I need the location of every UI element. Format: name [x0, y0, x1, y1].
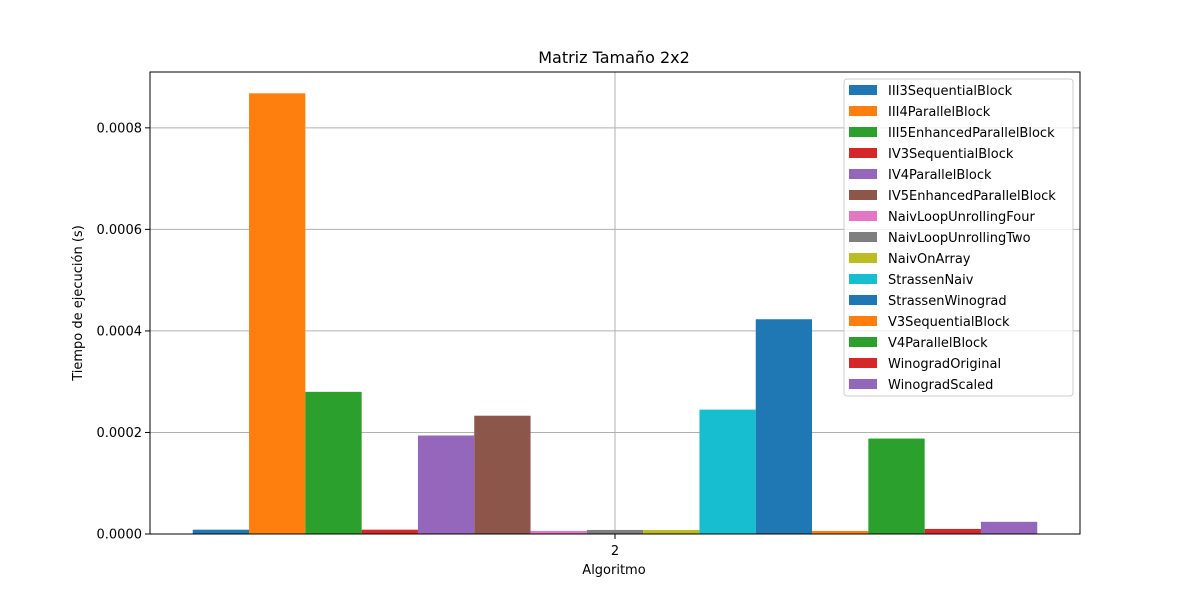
legend-swatch: [849, 127, 877, 137]
legend-label: III5EnhancedParallelBlock: [888, 126, 1055, 141]
legend-swatch: [849, 253, 877, 263]
bar-StrassenNaiv: [699, 409, 756, 534]
legend-swatch: [849, 379, 877, 389]
bar-V4ParallelBlock: [868, 438, 925, 534]
y-tick-label: 0.0004: [97, 324, 143, 339]
y-tick-label: 0.0008: [97, 121, 143, 136]
x-tick-label: 2: [611, 544, 619, 559]
legend-label: WinogradScaled: [888, 378, 993, 393]
legend-label: IV3SequentialBlock: [888, 147, 1014, 162]
legend-swatch: [849, 295, 877, 305]
bar-NaivOnArray: [643, 529, 700, 534]
bar-StrassenWinograd: [755, 319, 813, 534]
y-tick-label: 0.0002: [97, 426, 143, 441]
legend-label: V3SequentialBlock: [888, 315, 1010, 330]
bar-WinogradOriginal: [924, 528, 981, 534]
legend-swatch: [849, 358, 877, 368]
bar-NaivLoopUnrollingFour: [530, 530, 587, 534]
legend-label: StrassenNaiv: [888, 273, 974, 288]
legend-swatch: [849, 148, 877, 158]
legend-label: NaivLoopUnrollingTwo: [888, 231, 1031, 246]
bar-III4ParallelBlock: [249, 93, 306, 535]
legend-label: III4ParallelBlock: [888, 105, 991, 120]
legend-swatch: [849, 316, 877, 326]
legend-label: WinogradOriginal: [888, 357, 1001, 372]
legend-swatch: [849, 85, 877, 95]
bar-III5EnhancedParallelBlock: [305, 391, 362, 534]
legend-label: StrassenWinograd: [888, 294, 1007, 309]
legend-swatch: [849, 274, 877, 284]
legend-label: IV5EnhancedParallelBlock: [888, 189, 1056, 204]
legend-label: V4ParallelBlock: [888, 336, 988, 351]
y-tick-label: 0.0006: [97, 223, 143, 238]
bar-V3SequentialBlock: [812, 530, 869, 534]
y-tick-label: 0.0000: [97, 528, 143, 543]
x-axis-label: Algoritmo: [582, 563, 645, 578]
ticks-layer: 0.0000 0.0002 0.0004 0.0006 0.0008 2: [97, 121, 620, 559]
legend-swatch: [849, 169, 877, 179]
bars-layer: [192, 93, 1038, 535]
bar-III3SequentialBlock: [192, 529, 250, 534]
bar-IV3SequentialBlock: [361, 529, 418, 534]
legend-label: NaivLoopUnrollingFour: [888, 210, 1035, 225]
legend-swatch: [849, 232, 877, 242]
legend-label: IV4ParallelBlock: [888, 168, 992, 183]
legend-swatch: [849, 211, 877, 221]
bar-NaivLoopUnrollingTwo: [586, 529, 644, 534]
legend-swatch: [849, 106, 877, 116]
legend-label: NaivOnArray: [888, 252, 971, 267]
legend-swatch: [849, 190, 877, 200]
legend-frame: [843, 78, 1074, 397]
legend-swatch: [849, 337, 877, 347]
legend: III3SequentialBlock III4ParallelBlock III5…: [843, 78, 1074, 397]
chart-title: Matriz Tamaño 2x2: [538, 48, 690, 67]
bar-WinogradScaled: [980, 521, 1038, 534]
bar-IV4ParallelBlock: [417, 435, 475, 534]
bar-IV5EnhancedParallelBlock: [474, 415, 531, 534]
y-axis-label: Tiempo de ejecución (s): [71, 225, 86, 382]
legend-label: III3SequentialBlock: [888, 84, 1013, 99]
